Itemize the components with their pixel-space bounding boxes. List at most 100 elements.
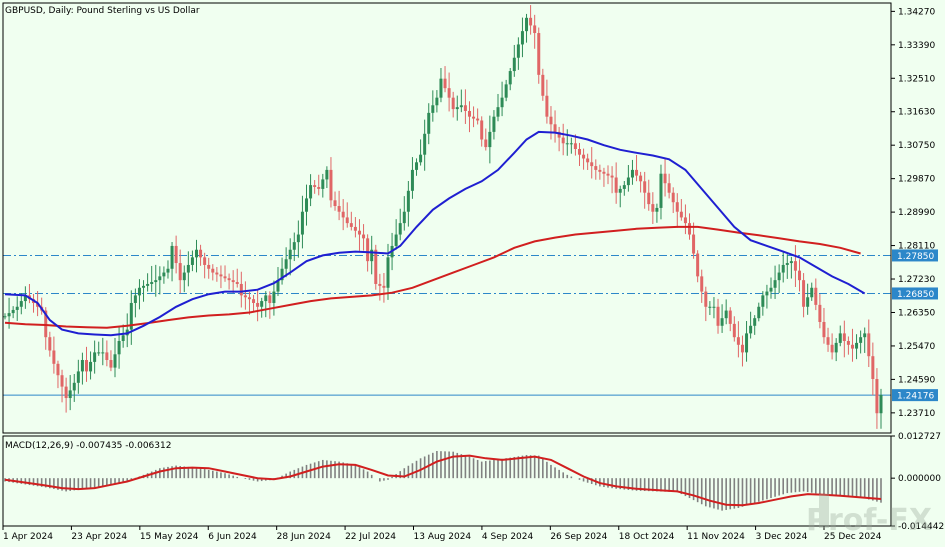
candle-bear xyxy=(463,105,467,111)
candle-bull xyxy=(769,287,773,292)
candle-bear xyxy=(663,173,667,184)
time-tick-label: 1 Apr 2024 xyxy=(3,532,53,542)
candle-bull xyxy=(630,169,634,178)
time-tick-label: 18 Oct 2024 xyxy=(619,532,675,542)
candle-bull xyxy=(72,382,76,391)
candle-bull xyxy=(264,295,268,302)
candle-bear xyxy=(362,234,366,239)
chart-title: GBPUSD, Daily: Pound Sterling vs US Doll… xyxy=(5,6,200,16)
candle-bear xyxy=(549,116,553,125)
candle-bull xyxy=(166,268,170,273)
candle-bull xyxy=(618,188,622,193)
candle-bull xyxy=(859,337,863,343)
candle-bull xyxy=(284,259,288,269)
candle-bear xyxy=(223,276,227,279)
price-panel-frame xyxy=(2,2,892,434)
price-tick-label: 1.28110 xyxy=(898,242,935,252)
candle-bear xyxy=(822,321,826,338)
candle-bear xyxy=(215,272,219,275)
candle-bear xyxy=(573,143,577,149)
candle-bull xyxy=(93,352,97,362)
candle-bull xyxy=(300,211,304,235)
candle-bull xyxy=(162,272,166,277)
candle-bear xyxy=(476,118,480,121)
level-price-label: 1.26850 xyxy=(897,290,934,300)
price-tick-label: 1.31630 xyxy=(898,108,935,118)
candle-bull xyxy=(785,263,789,265)
candle-bull xyxy=(749,325,753,334)
candle-bull xyxy=(427,112,431,134)
candle-bull xyxy=(129,302,133,330)
candle-bull xyxy=(512,57,516,72)
candle-bear xyxy=(875,379,879,414)
macd-tick-label: -0.014442 xyxy=(898,522,944,532)
candle-bear xyxy=(541,74,545,96)
candle-bear xyxy=(60,375,64,387)
candle-bull xyxy=(724,310,728,319)
candle-bear xyxy=(716,306,720,326)
candle-bull xyxy=(500,97,504,108)
candle-bear xyxy=(174,245,178,264)
candle-bull xyxy=(806,297,810,307)
candle-bull xyxy=(455,107,459,110)
candle-bull xyxy=(435,97,439,106)
candle-bear xyxy=(639,175,643,182)
candle-bull xyxy=(68,390,72,399)
candle-bear xyxy=(647,192,651,205)
watermark-text: Prof-FX xyxy=(806,503,932,538)
candle-bull xyxy=(280,268,284,281)
candle-bear xyxy=(533,25,537,34)
ma-fast-line xyxy=(4,130,866,337)
candle-bear xyxy=(36,302,40,307)
watermark-logo: Prof-FX xyxy=(806,494,932,538)
candle-bear xyxy=(378,283,382,286)
candle-bear xyxy=(484,139,488,148)
candle-bear xyxy=(313,185,317,188)
candle-bear xyxy=(341,211,345,218)
candle-bear xyxy=(830,344,834,353)
candle-bear xyxy=(451,97,455,110)
candle-bear xyxy=(447,88,451,98)
candle-bear xyxy=(227,278,231,281)
candle-bull xyxy=(777,272,781,281)
time-tick-label: 6 Jun 2024 xyxy=(208,532,257,542)
candle-bull xyxy=(113,354,117,368)
candle-bear xyxy=(700,276,704,292)
candle-bear xyxy=(602,171,606,174)
candle-bull xyxy=(708,306,712,308)
candle-bear xyxy=(553,124,557,132)
candle-bull xyxy=(142,285,146,288)
candle-bear xyxy=(374,249,378,284)
candle-bull xyxy=(11,309,15,314)
candle-bear xyxy=(109,360,113,368)
candle-bull xyxy=(370,249,374,262)
candle-bull xyxy=(117,340,121,355)
candle-bull xyxy=(439,78,443,98)
candle-bull xyxy=(565,143,569,145)
candle-bear xyxy=(610,175,614,178)
time-tick-label: 28 Jun 2024 xyxy=(277,532,331,542)
candle-bull xyxy=(569,143,573,145)
candle-bear xyxy=(679,211,683,218)
candle-bull xyxy=(97,352,101,354)
candle-bear xyxy=(231,280,235,283)
candle-bear xyxy=(333,200,337,207)
candle-bear xyxy=(671,192,675,203)
candle-bull xyxy=(659,173,663,208)
time-tick-label: 25 Dec 2024 xyxy=(824,532,882,542)
candle-bear xyxy=(606,173,610,176)
candle-bull xyxy=(855,342,859,349)
candle-bull xyxy=(186,264,190,273)
candle-bear xyxy=(337,206,341,212)
macd-panel xyxy=(4,451,882,511)
candle-bear xyxy=(211,268,215,273)
candles xyxy=(3,5,883,429)
candle-bull xyxy=(292,242,296,250)
candle-bull xyxy=(410,169,414,191)
price-tick-label: 1.25470 xyxy=(898,342,935,352)
candle-bear xyxy=(728,310,732,324)
candle-bull xyxy=(321,179,325,189)
candle-bear xyxy=(467,110,471,117)
